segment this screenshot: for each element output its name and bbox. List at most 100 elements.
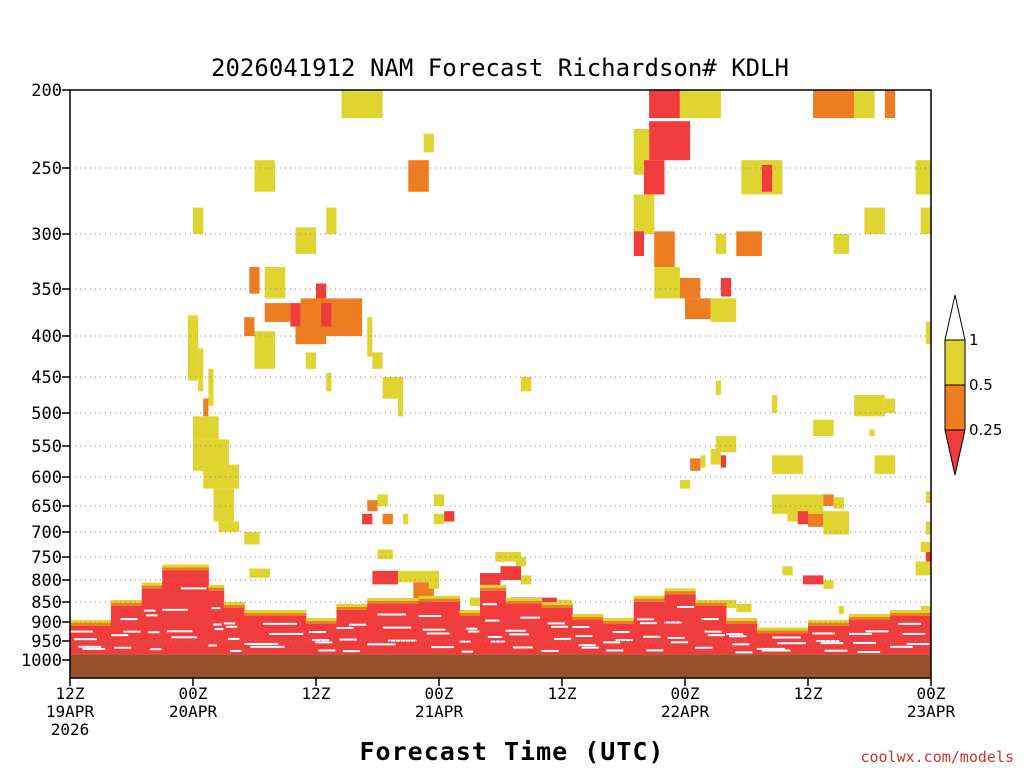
legend-bin-0-25-to-0-5	[944, 384, 966, 431]
y-tick-label: 450	[31, 368, 62, 388]
heatmap-cell	[367, 317, 373, 357]
profile-fringe-orange	[633, 598, 665, 602]
heatmap-cell	[254, 331, 275, 369]
profile-streak	[312, 639, 330, 642]
profile-core	[664, 594, 696, 655]
heatmap-cell	[925, 321, 931, 345]
profile-streak	[120, 618, 138, 621]
profile-fringe-orange	[726, 621, 758, 624]
profile-streak	[615, 639, 633, 642]
legend-bin-0-5-to-1	[944, 339, 966, 386]
profile-streak	[342, 650, 360, 653]
profile-streak	[820, 642, 844, 645]
profile-streak	[145, 614, 158, 617]
x-axis-label: Forecast Time (UTC)	[360, 737, 665, 766]
heatmap-cell	[433, 513, 445, 525]
profile-streak	[123, 630, 141, 633]
credit-link[interactable]: coolwx.com/models	[860, 748, 1014, 766]
profile-streak	[162, 608, 188, 611]
profile-streak	[387, 639, 417, 642]
y-tick-label: 950	[31, 632, 62, 652]
profile-streak	[606, 649, 624, 652]
profile-streak	[482, 603, 497, 606]
heatmap-cell	[316, 283, 327, 304]
heatmap-cell	[736, 604, 752, 612]
profile-streak	[541, 649, 559, 652]
heatmap-cell	[808, 513, 824, 527]
profile-streak	[315, 641, 333, 644]
heatmap-cell	[469, 597, 480, 606]
profile-fringe-orange	[505, 601, 542, 604]
profile-streak	[180, 587, 207, 590]
profile-streak	[459, 640, 472, 643]
profile-streak	[554, 637, 572, 640]
heatmap-cell	[813, 90, 855, 119]
x-tick-label: 00Z	[671, 684, 700, 703]
heatmap-cell	[915, 160, 931, 195]
heatmap-cell	[813, 419, 834, 437]
profile-streak	[761, 649, 791, 652]
profile-fringe-yellow	[244, 610, 307, 614]
profile-streak	[426, 632, 450, 635]
heatmap-cell	[382, 377, 404, 399]
profile-core	[223, 608, 245, 655]
y-tick-label: 900	[31, 613, 62, 633]
heatmap-cell	[249, 267, 260, 294]
profile-core	[141, 588, 163, 655]
profile-streak	[512, 646, 533, 649]
heatmap-cell	[710, 449, 721, 465]
heatmap-cell	[838, 606, 844, 614]
profile-core	[849, 620, 891, 655]
profile-core	[208, 590, 225, 655]
heatmap-cell	[341, 90, 383, 119]
profile-streak	[756, 647, 786, 650]
profile-fringe-yellow	[418, 595, 460, 600]
heatmap-cell	[198, 348, 204, 392]
profile-streak	[74, 638, 97, 641]
heatmap-cell	[444, 511, 455, 522]
legend-bin-lt-0-25	[944, 429, 966, 476]
heatmap-cell	[720, 455, 726, 468]
profile-core	[541, 608, 573, 655]
profile-streak	[550, 625, 569, 628]
profile-fringe-yellow	[111, 600, 143, 604]
profile-fringe-yellow	[336, 604, 368, 608]
heatmap-cell	[787, 508, 798, 522]
heatmap-cell	[772, 494, 824, 514]
profile-core	[633, 601, 665, 655]
profile-streak	[729, 635, 747, 638]
x-tick-label: 19APR	[46, 702, 95, 721]
profile-streak	[78, 645, 102, 648]
heatmap-cell	[203, 398, 209, 417]
profile-fringe-orange	[367, 601, 419, 604]
heatmap-cell	[925, 491, 931, 504]
profile-streak	[418, 615, 442, 618]
profile-streak	[269, 632, 304, 635]
x-tick-label: 2026	[51, 720, 90, 739]
x-tick-label: 00Z	[179, 684, 208, 703]
profile-streak	[575, 635, 593, 638]
y-tick-label: 700	[31, 523, 62, 543]
ground-fill	[70, 654, 931, 678]
heatmap-cell	[408, 160, 429, 192]
heatmap-cell	[377, 549, 393, 560]
heatmap-cell	[915, 561, 931, 576]
profile-core	[480, 590, 507, 655]
heatmap-cell	[305, 352, 316, 369]
heatmap-cell	[685, 298, 711, 320]
profile-fringe-yellow	[223, 602, 245, 606]
profile-streak	[114, 646, 132, 649]
heatmap-cell	[644, 160, 665, 195]
x-tick-label: 12Z	[794, 684, 823, 703]
profile-streak	[857, 651, 881, 654]
profile-fringe-yellow	[603, 618, 635, 622]
profile-fringe-orange	[111, 603, 143, 606]
profile-fringe-orange	[141, 585, 163, 589]
profile-streak	[695, 646, 713, 649]
profile-fringe-orange	[336, 607, 368, 610]
heatmap-cell	[321, 303, 332, 327]
profile-streak	[726, 632, 744, 635]
heatmap-cell	[700, 455, 706, 468]
plot-frame	[69, 89, 932, 679]
heatmap-cell	[515, 557, 527, 567]
